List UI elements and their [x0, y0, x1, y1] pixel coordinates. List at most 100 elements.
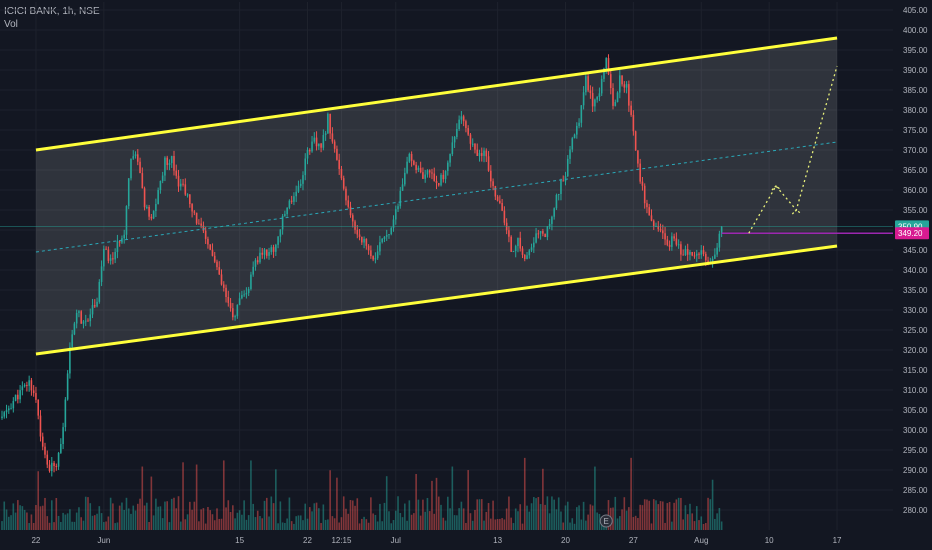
- price-axis[interactable]: 280.00 285.00 290.00 295.00 300.00 305.00 310.…: [893, 0, 932, 550]
- candle-body: [607, 58, 610, 75]
- candle-body: [35, 393, 37, 400]
- volume-bar: [596, 512, 598, 530]
- candle-body: [39, 415, 42, 437]
- volume-bar: [347, 513, 350, 530]
- volume-bar: [571, 518, 574, 530]
- candle-body: [598, 93, 601, 98]
- candle-body: [186, 194, 189, 196]
- price-tick-label: 310.00: [903, 386, 928, 395]
- candle-body: [200, 223, 202, 226]
- volume-bar: [338, 522, 340, 530]
- volume-bar: [48, 522, 51, 530]
- candle-body: [41, 436, 44, 447]
- volume-bar: [243, 500, 245, 530]
- candle-body: [374, 258, 377, 260]
- volume-bar: [539, 504, 542, 530]
- volume-bar: [503, 519, 506, 530]
- candle-body: [646, 203, 648, 208]
- candle-body: [630, 105, 632, 115]
- volume-bar: [82, 520, 85, 530]
- candle-body: [399, 190, 402, 207]
- volume-bar: [580, 519, 583, 530]
- volume-bar: [655, 500, 657, 530]
- volume-bar: [560, 511, 562, 530]
- volume-bar: [476, 499, 479, 530]
- volume-bar: [329, 470, 331, 530]
- candle-body: [367, 245, 370, 251]
- candle-body: [48, 464, 51, 472]
- volume-bar: [537, 497, 540, 530]
- candle-body: [691, 251, 694, 256]
- volume-bar: [318, 508, 320, 530]
- price-tick-label: 380.00: [903, 106, 928, 115]
- candle-body: [105, 248, 107, 250]
- volume-bar: [189, 501, 191, 530]
- volume-bar: [523, 457, 526, 530]
- volume-bar: [431, 480, 433, 530]
- candle-body: [625, 84, 628, 88]
- candle-body: [225, 287, 227, 298]
- volume-bar: [121, 502, 123, 530]
- volume-bar: [363, 516, 365, 530]
- candle-body: [444, 170, 447, 180]
- candle-body: [347, 200, 350, 207]
- support-price-tag-label: 349.20: [898, 229, 923, 238]
- volume-bar: [451, 466, 454, 530]
- candle-body: [118, 241, 121, 243]
- volume-bar: [252, 503, 254, 530]
- volume-bar: [401, 517, 404, 530]
- candle-body: [216, 261, 218, 268]
- volume-bar: [324, 519, 327, 530]
- symbol-name[interactable]: ICICI BANK: [4, 6, 57, 17]
- candle-body: [26, 384, 28, 386]
- volume-bar: [143, 505, 146, 530]
- candle-body: [96, 301, 98, 307]
- volume-bar: [546, 496, 549, 530]
- volume-bar: [711, 479, 714, 530]
- volume-bar: [404, 503, 406, 530]
- price-axis-bg: [893, 0, 932, 550]
- time-axis[interactable]: 22 Jun 15 22 12:15 Jul 13 20 27 Aug 10 17: [0, 530, 932, 550]
- time-tick-label: 20: [561, 536, 570, 545]
- volume-bar: [207, 506, 209, 530]
- candle-body: [361, 236, 363, 243]
- candle-body: [202, 225, 205, 231]
- volume-bar: [204, 523, 207, 530]
- candle-body: [157, 190, 159, 205]
- volume-bar: [195, 464, 198, 530]
- candle-body: [673, 236, 675, 239]
- volume-bar: [71, 521, 73, 530]
- time-tick-label: 15: [235, 536, 244, 545]
- volume-bar: [619, 516, 621, 530]
- volume-bar: [127, 508, 130, 530]
- volume-bar: [718, 507, 721, 530]
- volume-bar: [548, 513, 551, 530]
- candle-body: [496, 196, 499, 201]
- candle-body: [664, 233, 666, 240]
- drawing-overlays[interactable]: E: [0, 36, 893, 528]
- channel-midline: [35, 141, 838, 253]
- price-tick-label: 300.00: [903, 426, 928, 435]
- volume-bar: [218, 518, 221, 530]
- candle-body: [64, 399, 67, 428]
- volume-bar: [594, 466, 596, 530]
- interval-label[interactable]: 1h: [62, 6, 74, 17]
- candle-body: [449, 154, 451, 163]
- candle-body: [614, 102, 617, 106]
- candle-body: [519, 237, 522, 249]
- volume-bar: [175, 508, 178, 530]
- candle-body: [358, 234, 361, 237]
- candle-body: [460, 116, 463, 120]
- price-tick-label: 315.00: [903, 366, 928, 375]
- candle-body: [3, 412, 6, 417]
- candle-body: [689, 251, 691, 255]
- candle-body: [492, 181, 494, 187]
- volume-bar: [166, 501, 169, 530]
- volume-bar: [209, 510, 211, 530]
- candle-body: [560, 180, 562, 194]
- candle-body: [682, 254, 684, 256]
- candle-body: [148, 206, 150, 217]
- candle-body: [286, 207, 288, 215]
- price-tick-label: 400.00: [903, 26, 928, 35]
